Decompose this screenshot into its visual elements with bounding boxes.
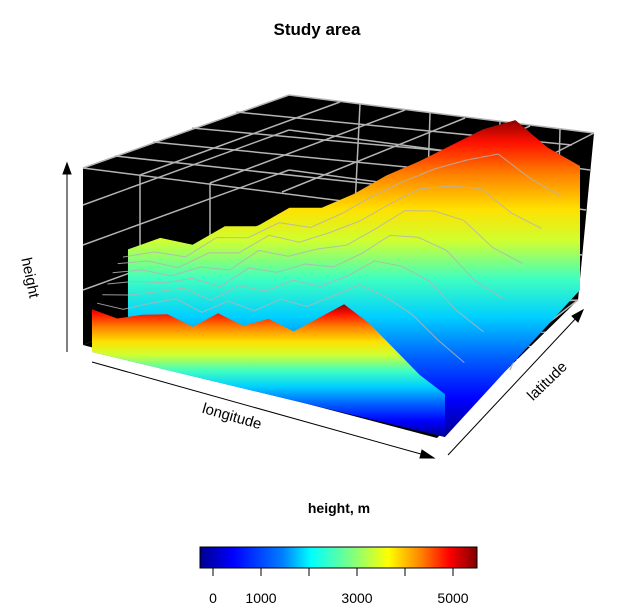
colorbar-gradient — [199, 546, 478, 569]
surface-contour-line — [112, 210, 523, 277]
colorbar-tick-label: 3000 — [341, 590, 373, 606]
grid-line — [82, 129, 290, 206]
grid-line — [82, 169, 290, 246]
x-axis-arrow — [419, 449, 436, 459]
grid-line — [281, 117, 466, 193]
surface-contours — [96, 153, 561, 363]
colorbar-tick-label: 0 — [209, 590, 217, 606]
colorbar-tick-label: 1000 — [245, 590, 277, 606]
surface-contour-line — [96, 284, 465, 363]
colorbar-tick-label: 5000 — [437, 590, 469, 606]
surface-contour-line — [102, 260, 484, 333]
y-axis-arrow — [571, 308, 585, 323]
surface-contour-line — [117, 185, 542, 269]
axes — [62, 161, 585, 459]
colorbar — [199, 546, 478, 576]
z-axis-arrow — [62, 161, 72, 175]
grid-line — [288, 94, 595, 134]
chart-title: Study area — [273, 20, 361, 39]
colorbar-title: height, m — [307, 500, 371, 516]
x-axis-line — [91, 361, 429, 457]
surface-contour-line — [122, 153, 561, 258]
surface-contour-line — [107, 234, 504, 299]
y-axis-line — [447, 315, 579, 456]
surface-front-face — [92, 304, 445, 437]
colorbar-ticks — [212, 568, 454, 576]
grid-line — [209, 109, 406, 184]
